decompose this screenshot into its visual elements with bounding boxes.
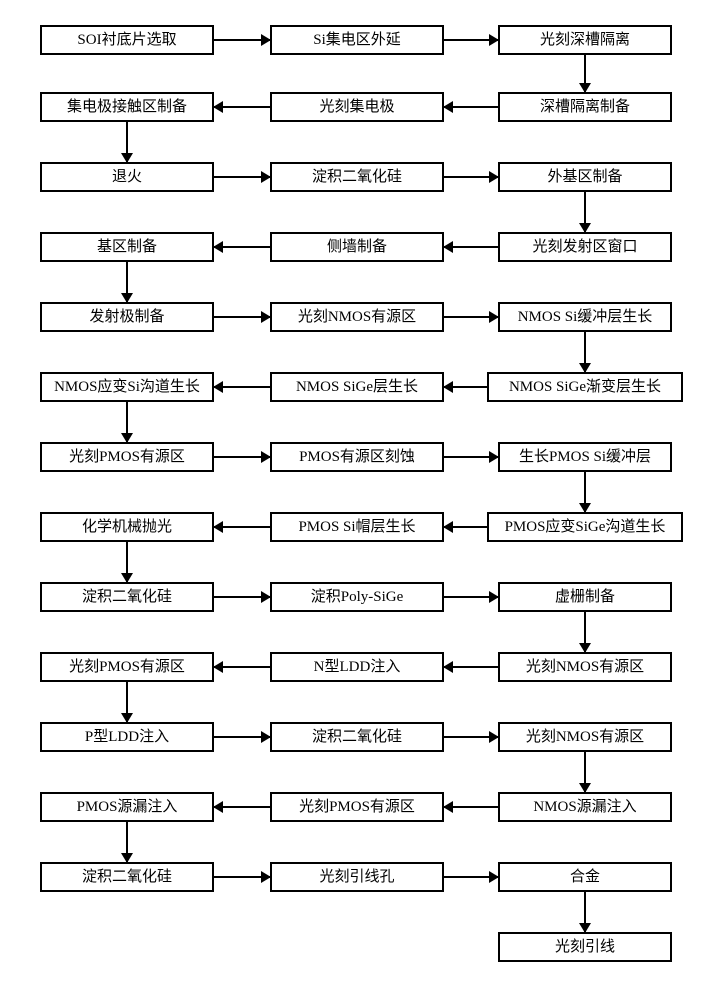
flow-node: Si集电区外延	[270, 25, 444, 55]
flow-node: 集电极接触区制备	[40, 92, 214, 122]
flow-node: 发射极制备	[40, 302, 214, 332]
flow-arrow	[584, 332, 586, 372]
flow-arrow	[584, 55, 586, 92]
flow-arrow	[584, 472, 586, 512]
flow-arrow	[444, 106, 498, 108]
flow-arrow	[444, 176, 498, 178]
flow-arrow	[214, 106, 270, 108]
flow-node: 光刻PMOS有源区	[40, 442, 214, 472]
flow-node: 光刻引线	[498, 932, 672, 962]
flow-node: PMOS Si帽层生长	[270, 512, 444, 542]
flow-arrow	[584, 192, 586, 232]
flow-node: PMOS源漏注入	[40, 792, 214, 822]
flow-node: 淀积二氧化硅	[270, 722, 444, 752]
flow-arrow	[214, 526, 270, 528]
flow-arrow	[214, 246, 270, 248]
flow-arrow	[126, 122, 128, 162]
flow-node: P型LDD注入	[40, 722, 214, 752]
flow-arrow	[214, 316, 270, 318]
flow-node: NMOS Si缓冲层生长	[498, 302, 672, 332]
flow-node: 生长PMOS Si缓冲层	[498, 442, 672, 472]
flow-arrow	[126, 402, 128, 442]
flow-node: PMOS应变SiGe沟道生长	[487, 512, 683, 542]
flow-arrow	[214, 806, 270, 808]
flow-arrow	[444, 596, 498, 598]
flow-node: 光刻发射区窗口	[498, 232, 672, 262]
flow-node: 光刻深槽隔离	[498, 25, 672, 55]
flow-node: 侧墙制备	[270, 232, 444, 262]
flow-node: 淀积二氧化硅	[270, 162, 444, 192]
flow-arrow	[584, 752, 586, 792]
flow-arrow	[214, 386, 270, 388]
flow-node: NMOS SiGe层生长	[270, 372, 444, 402]
flow-node: 光刻NMOS有源区	[498, 652, 672, 682]
flow-node: NMOS SiGe渐变层生长	[487, 372, 683, 402]
flow-node: 淀积二氧化硅	[40, 862, 214, 892]
flow-arrow	[444, 456, 498, 458]
flow-arrow	[444, 386, 487, 388]
flow-arrow	[126, 542, 128, 582]
flow-node: 淀积二氧化硅	[40, 582, 214, 612]
flow-node: 淀积Poly-SiGe	[270, 582, 444, 612]
flow-node: 光刻PMOS有源区	[270, 792, 444, 822]
flow-arrow	[126, 262, 128, 302]
flow-node: 光刻NMOS有源区	[498, 722, 672, 752]
flow-node: 虚栅制备	[498, 582, 672, 612]
flow-arrow	[444, 666, 498, 668]
flow-arrow	[214, 736, 270, 738]
flow-arrow	[214, 456, 270, 458]
flow-arrow	[126, 682, 128, 722]
flow-node: 光刻集电极	[270, 92, 444, 122]
flow-arrow	[214, 176, 270, 178]
flow-arrow	[444, 246, 498, 248]
flow-node: 合金	[498, 862, 672, 892]
flow-node: 化学机械抛光	[40, 512, 214, 542]
flow-arrow	[214, 666, 270, 668]
flow-arrow	[214, 876, 270, 878]
flow-arrow	[444, 316, 498, 318]
flow-node: 退火	[40, 162, 214, 192]
flow-arrow	[584, 612, 586, 652]
flow-arrow	[444, 736, 498, 738]
flow-arrow	[126, 822, 128, 862]
flow-node: 光刻NMOS有源区	[270, 302, 444, 332]
flow-node: 外基区制备	[498, 162, 672, 192]
flow-node: PMOS有源区刻蚀	[270, 442, 444, 472]
flow-node: 光刻引线孔	[270, 862, 444, 892]
flow-arrow	[444, 806, 498, 808]
flow-node: 光刻PMOS有源区	[40, 652, 214, 682]
flow-arrow	[444, 876, 498, 878]
flow-node: N型LDD注入	[270, 652, 444, 682]
flow-arrow	[214, 596, 270, 598]
flow-arrow	[444, 526, 487, 528]
flow-node: NMOS源漏注入	[498, 792, 672, 822]
flow-arrow	[214, 39, 270, 41]
flow-node: NMOS应变Si沟道生长	[40, 372, 214, 402]
flow-arrow	[444, 39, 498, 41]
flow-node: 基区制备	[40, 232, 214, 262]
flow-node: 深槽隔离制备	[498, 92, 672, 122]
flow-node: SOI衬底片选取	[40, 25, 214, 55]
flow-arrow	[584, 892, 586, 932]
